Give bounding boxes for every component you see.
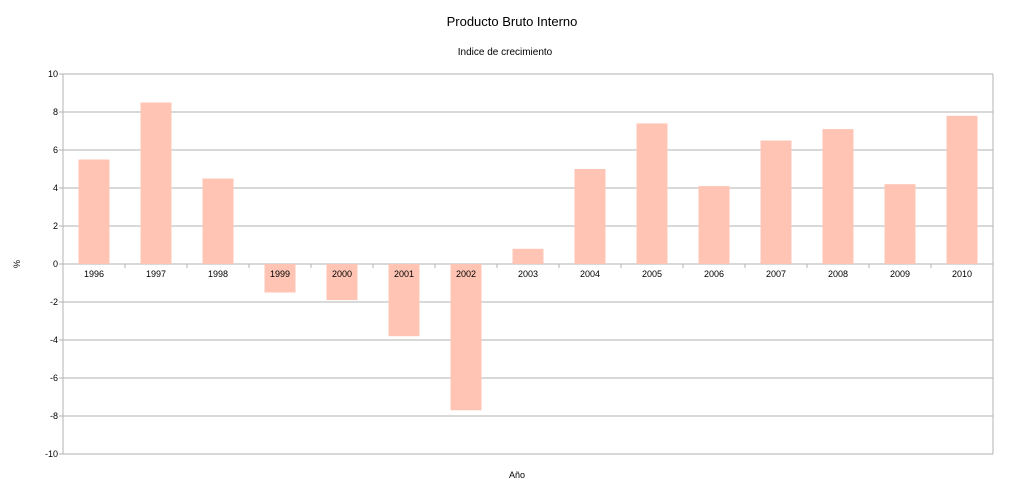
bar-1996 <box>78 159 110 264</box>
x-tick-label: 2007 <box>766 269 786 279</box>
y-tick-label: 2 <box>53 221 58 231</box>
x-tick-label: 1999 <box>270 269 290 279</box>
x-tick-label: 2010 <box>952 269 972 279</box>
y-tick-label: 4 <box>53 183 58 193</box>
y-tick-label: -2 <box>50 297 58 307</box>
bar-2002 <box>450 264 482 411</box>
x-tick-label: 2002 <box>456 269 476 279</box>
plot-area: 10 8 6 4 2 0 -2 -4 -6 -8 -10 1996 1997 1998 1999 2000 20… <box>45 69 994 459</box>
bar-2004 <box>574 169 606 264</box>
y-tick-label: 8 <box>53 107 58 117</box>
x-tick-label: 2001 <box>394 269 414 279</box>
y-tick-label: -10 <box>45 449 58 459</box>
bar-2008 <box>822 129 854 264</box>
bar-2009 <box>884 184 916 264</box>
chart-subtitle: Indice de crecimiento <box>458 47 553 58</box>
x-tick-label: 2008 <box>828 269 848 279</box>
x-tick-label: 1996 <box>84 269 104 279</box>
bar-2000 <box>326 264 358 301</box>
y-tick-label: 6 <box>53 145 58 155</box>
bar-2006 <box>698 186 730 264</box>
x-tick-label: 2003 <box>518 269 538 279</box>
x-tick-label: 1998 <box>208 269 228 279</box>
bar-1997 <box>140 102 172 264</box>
bar-2010 <box>946 115 978 264</box>
bar-1999 <box>264 264 296 293</box>
x-axis-label: Año <box>509 470 525 480</box>
y-tick-label: 10 <box>48 69 58 79</box>
y-tick-label: -4 <box>50 335 58 345</box>
y-tick-label: -8 <box>50 411 58 421</box>
bar-2003 <box>512 248 544 264</box>
chart-title: Producto Bruto Interno <box>447 14 578 29</box>
x-tick-label: 2005 <box>642 269 662 279</box>
y-tick-label: -6 <box>50 373 58 383</box>
x-tick-label: 2009 <box>890 269 910 279</box>
y-tick-label: 0 <box>53 259 58 269</box>
x-tick-label: 2004 <box>580 269 600 279</box>
bar-2001 <box>388 264 420 337</box>
x-tick-label: 1997 <box>146 269 166 279</box>
x-tick-label: 2006 <box>704 269 724 279</box>
bar-2007 <box>760 140 792 264</box>
bar-2005 <box>636 123 668 265</box>
bar-1998 <box>202 178 234 264</box>
x-tick-label: 2000 <box>332 269 352 279</box>
y-axis-label: % <box>12 260 22 268</box>
